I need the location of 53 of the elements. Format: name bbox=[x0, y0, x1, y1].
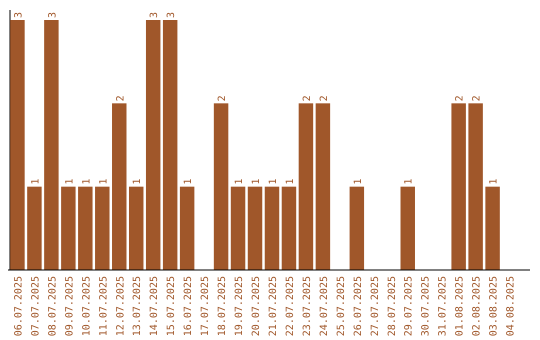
data-label: 1 bbox=[251, 178, 262, 185]
x-tick-label: 09.07.2025 bbox=[64, 276, 76, 336]
x-tick-label: 15.07.2025 bbox=[166, 276, 178, 336]
x-tick-label: 18.07.2025 bbox=[217, 276, 228, 336]
x-tick-label: 23.07.2025 bbox=[302, 276, 313, 336]
data-label: 1 bbox=[81, 178, 92, 185]
x-tick-label: 06.07.2025 bbox=[13, 276, 24, 336]
x-tick-label: 19.07.2025 bbox=[234, 276, 246, 336]
data-label: 2 bbox=[115, 95, 126, 102]
x-tick-label: 11.07.2025 bbox=[98, 276, 110, 336]
data-label: 2 bbox=[454, 95, 466, 102]
x-tick-label: 03.08.2025 bbox=[488, 276, 500, 336]
data-label: 1 bbox=[268, 178, 279, 185]
x-tick-label: 28.07.2025 bbox=[386, 276, 398, 336]
data-label: 2 bbox=[472, 95, 483, 102]
x-tick-label: 30.07.2025 bbox=[420, 276, 432, 336]
x-tick-label: 17.07.2025 bbox=[200, 276, 212, 336]
x-tick-label: 22.07.2025 bbox=[284, 276, 296, 336]
data-label: 1 bbox=[284, 178, 296, 185]
data-label: 1 bbox=[352, 178, 364, 185]
data-label: 1 bbox=[64, 178, 76, 185]
x-tick-label: 12.07.2025 bbox=[115, 276, 126, 336]
x-tick-label: 27.07.2025 bbox=[370, 276, 381, 336]
data-label: 2 bbox=[217, 95, 228, 102]
data-label: 1 bbox=[488, 178, 500, 185]
x-tick-label: 25.07.2025 bbox=[336, 276, 347, 336]
data-label: 3 bbox=[149, 12, 160, 18]
x-tick-label: 31.07.2025 bbox=[438, 276, 449, 336]
x-tick-label: 08.07.2025 bbox=[47, 276, 58, 336]
x-tick-label: 02.08.2025 bbox=[472, 276, 483, 336]
x-tick-label: 04.08.2025 bbox=[506, 276, 517, 336]
data-label: 1 bbox=[234, 178, 246, 185]
x-tick-label: 14.07.2025 bbox=[149, 276, 160, 336]
x-tick-label: 01.08.2025 bbox=[454, 276, 466, 336]
x-tick-label: 21.07.2025 bbox=[268, 276, 279, 336]
x-tick-label: 16.07.2025 bbox=[183, 276, 194, 336]
x-tick-label: 24.07.2025 bbox=[318, 276, 330, 336]
x-tick-label: 07.07.2025 bbox=[30, 276, 42, 336]
data-label: 1 bbox=[404, 178, 415, 185]
x-tick-label: 29.07.2025 bbox=[404, 276, 415, 336]
data-label: 2 bbox=[302, 95, 313, 102]
data-label: 1 bbox=[30, 178, 42, 185]
data-label: 3 bbox=[13, 12, 24, 18]
data-label: 3 bbox=[166, 12, 178, 18]
data-label: 2 bbox=[318, 95, 330, 102]
x-tick-label: 26.07.2025 bbox=[352, 276, 364, 336]
data-label: 1 bbox=[183, 178, 194, 185]
x-tick-label: 10.07.2025 bbox=[81, 276, 92, 336]
x-tick-label: 20.07.2025 bbox=[251, 276, 262, 336]
x-tick-label: 13.07.2025 bbox=[132, 276, 144, 336]
data-label: 1 bbox=[132, 178, 144, 185]
data-label: 3 bbox=[47, 12, 58, 18]
data-label: 1 bbox=[98, 178, 110, 185]
